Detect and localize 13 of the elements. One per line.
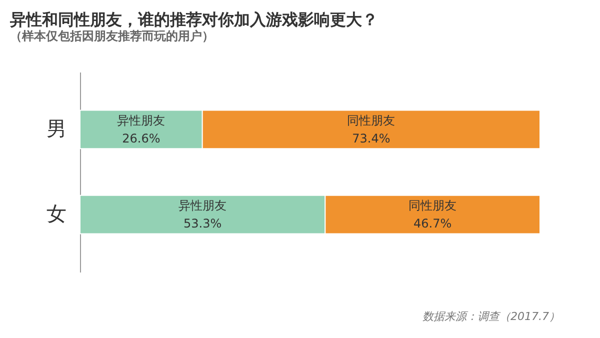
data-label: 46.7% [414, 216, 452, 231]
data-label: 26.6% [122, 131, 160, 146]
data-label: 53.3% [184, 216, 222, 231]
text: 同性朋友 [408, 198, 457, 213]
text: 异性朋友 [178, 198, 227, 213]
series-label: 同性朋友 [347, 113, 396, 128]
y-tick-label: 女 [46, 202, 66, 226]
chart-title: 异性和同性朋友，谁的推荐对你加入游戏影响更大？ [9, 10, 378, 29]
data-label: 73.4% [352, 131, 390, 146]
series-label: 异性朋友 [117, 113, 166, 128]
source-note: 数据来源：调查（2017.7） [422, 309, 560, 324]
chart-subtitle: （样本仅包括因朋友推荐而玩的用户） [10, 29, 214, 43]
y-tick-label: 男 [46, 116, 66, 140]
